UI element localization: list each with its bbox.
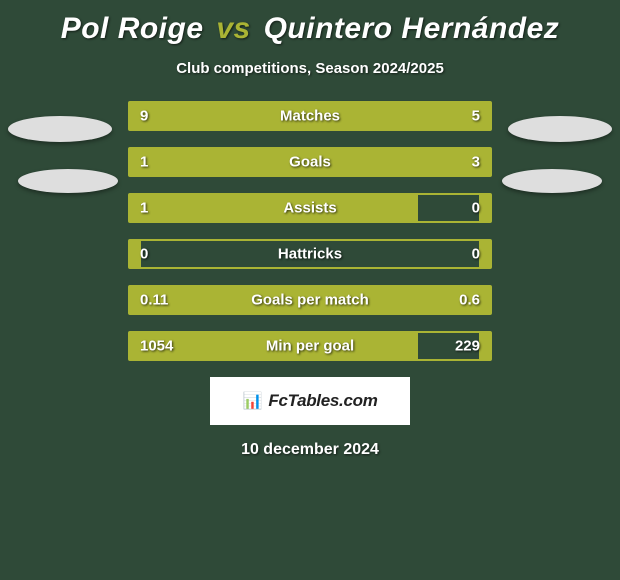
- logo-badge: 📊 FcTables.com: [210, 377, 410, 425]
- stat-rows: Matches95Goals13Assists10Hattricks00Goal…: [128, 101, 492, 361]
- stat-value-left: 1: [140, 200, 148, 217]
- stat-label: Hattricks: [130, 246, 490, 263]
- logo-icon: 📊: [242, 391, 262, 411]
- player1-avatar-bottom: [18, 169, 118, 193]
- comparison-title: Pol Roige vs Quintero Hernández: [0, 0, 620, 46]
- stat-label: Goals: [130, 154, 490, 171]
- stat-value-left: 1054: [140, 338, 173, 355]
- stat-value-left: 1: [140, 154, 148, 171]
- subtitle: Club competitions, Season 2024/2025: [0, 60, 620, 77]
- stat-row: Min per goal1054 229: [128, 331, 492, 361]
- stat-value-left: 0: [140, 246, 148, 263]
- player2-avatar-bottom: [502, 169, 602, 193]
- stat-row: Goals1 3: [128, 147, 492, 177]
- player2-avatar-top: [508, 116, 612, 142]
- player2-name: Quintero Hernández: [264, 12, 560, 45]
- chart-region: Matches95Goals13Assists10Hattricks00Goal…: [0, 101, 620, 361]
- stat-value-right: 0: [472, 200, 480, 217]
- stat-value-right: 3: [472, 154, 480, 171]
- stat-value-right: 0: [472, 246, 480, 263]
- vs-label: vs: [216, 12, 250, 45]
- stat-value-left: 0.11: [140, 292, 168, 309]
- stat-value-right: 229: [455, 338, 480, 355]
- player1-name: Pol Roige: [61, 12, 204, 45]
- stat-row: Assists1 0: [128, 193, 492, 223]
- stat-value-right: 0.6: [459, 292, 480, 309]
- stat-label: Assists: [130, 200, 490, 217]
- stat-value-right: 5: [472, 108, 480, 125]
- stat-row: Matches9 5: [128, 101, 492, 131]
- stat-value-left: 9: [140, 108, 148, 125]
- stat-label: Goals per match: [130, 292, 490, 309]
- stat-row: Hattricks0 0: [128, 239, 492, 269]
- stat-label: Matches: [130, 108, 490, 125]
- date-text: 10 december 2024: [0, 441, 620, 459]
- stat-label: Min per goal: [130, 338, 490, 355]
- stat-row: Goals per match0.11 0.6: [128, 285, 492, 315]
- player1-avatar-top: [8, 116, 112, 142]
- logo-text: FcTables.com: [268, 391, 377, 411]
